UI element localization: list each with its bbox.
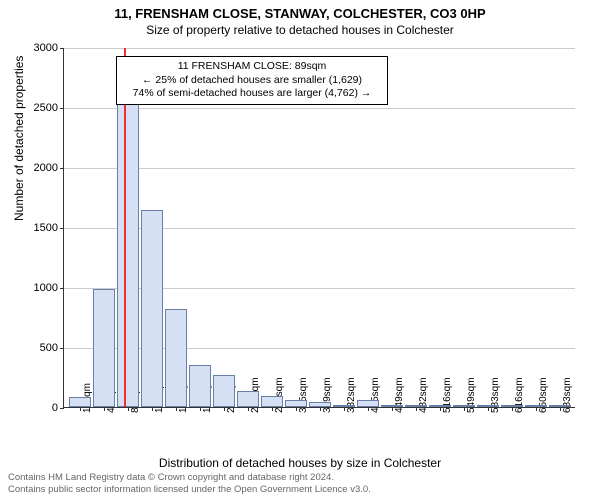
x-axis-label: Distribution of detached houses by size … [0, 456, 600, 470]
xtick-label: 683sqm [562, 377, 573, 413]
xtick-mark [392, 407, 393, 411]
histogram-bar [477, 405, 499, 407]
xtick-mark [488, 407, 489, 411]
histogram-bar [429, 405, 451, 407]
gridline [64, 48, 575, 49]
xtick-label: 583sqm [490, 377, 501, 413]
xtick-mark [248, 407, 249, 411]
footer-line1: Contains HM Land Registry data © Crown c… [8, 472, 371, 484]
ytick-label: 2500 [34, 102, 64, 114]
annotation-line1: 11 FRENSHAM CLOSE: 89sqm [123, 60, 381, 74]
histogram-bar [237, 391, 259, 407]
xtick-mark [512, 407, 513, 411]
xtick-mark [368, 407, 369, 411]
histogram-bar [501, 405, 523, 407]
xtick-mark [224, 407, 225, 411]
histogram-bar [453, 405, 475, 407]
histogram-bar [333, 405, 355, 407]
footer-line2: Contains public sector information licen… [8, 484, 371, 496]
page-subtitle: Size of property relative to detached ho… [0, 23, 600, 37]
histogram-bar [309, 402, 331, 407]
gridline [64, 168, 575, 169]
xtick-mark [560, 407, 561, 411]
xtick-label: 382sqm [346, 377, 357, 413]
histogram-bar [189, 365, 211, 407]
histogram-bar [117, 97, 139, 407]
xtick-label: 282sqm [274, 377, 285, 413]
xtick-label: 650sqm [538, 377, 549, 413]
histogram-bar [93, 289, 115, 407]
histogram-bar [549, 405, 571, 407]
histogram-bar [381, 405, 403, 407]
histogram-bar [525, 405, 547, 407]
annotation-line3: 74% of semi-detached houses are larger (… [123, 87, 381, 101]
xtick-mark [200, 407, 201, 411]
xtick-mark [176, 407, 177, 411]
ytick-label: 1000 [34, 282, 64, 294]
xtick-mark [464, 407, 465, 411]
xtick-mark [80, 407, 81, 411]
histogram-bar [141, 210, 163, 407]
ytick-label: 1500 [34, 222, 64, 234]
annotation-line2: ← 25% of detached houses are smaller (1,… [123, 74, 381, 88]
histogram-bar [285, 400, 307, 407]
xtick-label: 549sqm [466, 377, 477, 413]
xtick-mark [128, 407, 129, 411]
histogram-bar [213, 375, 235, 407]
gridline [64, 108, 575, 109]
ytick-label: 500 [40, 342, 64, 354]
ytick-label: 0 [52, 402, 64, 414]
xtick-mark [152, 407, 153, 411]
histogram-bar [405, 405, 427, 407]
histogram-bar [165, 309, 187, 407]
page-title: 11, FRENSHAM CLOSE, STANWAY, COLCHESTER,… [0, 6, 600, 21]
ytick-label: 2000 [34, 162, 64, 174]
xtick-label: 415sqm [370, 377, 381, 413]
histogram-bar [69, 397, 91, 407]
xtick-label: 516sqm [442, 377, 453, 413]
xtick-mark [344, 407, 345, 411]
histogram-bar [261, 396, 283, 407]
xtick-mark [536, 407, 537, 411]
xtick-label: 449sqm [394, 377, 405, 413]
ytick-label: 3000 [34, 42, 64, 54]
xtick-mark [440, 407, 441, 411]
xtick-mark [272, 407, 273, 411]
xtick-label: 349sqm [322, 377, 333, 413]
xtick-mark [320, 407, 321, 411]
histogram-bar [357, 400, 379, 407]
xtick-label: 482sqm [418, 377, 429, 413]
xtick-label: 315sqm [298, 377, 309, 413]
y-axis-label: Number of detached properties [12, 56, 26, 221]
xtick-label: 616sqm [514, 377, 525, 413]
chart-area: 05001000150020002500300014sqm47sqm81sqm1… [63, 48, 575, 408]
footer: Contains HM Land Registry data © Crown c… [8, 472, 371, 496]
title-block: 11, FRENSHAM CLOSE, STANWAY, COLCHESTER,… [0, 0, 600, 37]
xtick-mark [104, 407, 105, 411]
annotation-box: 11 FRENSHAM CLOSE: 89sqm ← 25% of detach… [116, 56, 388, 105]
xtick-mark [296, 407, 297, 411]
xtick-mark [416, 407, 417, 411]
